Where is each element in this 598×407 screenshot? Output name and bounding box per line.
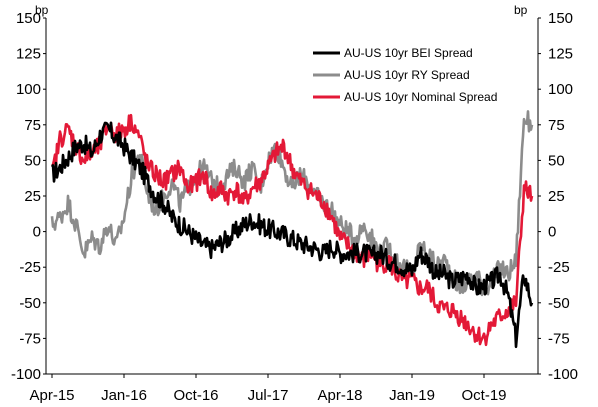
series-line-nominal	[51, 113, 534, 347]
x-tick-label: Oct-16	[173, 387, 218, 404]
y-tick-right: 100	[548, 81, 573, 98]
y-tick-left: 0	[33, 224, 41, 241]
y-tick-right: -50	[548, 295, 570, 312]
axes	[43, 17, 541, 378]
y-tick-left: 50	[24, 152, 41, 169]
y-tick-right: -100	[548, 366, 578, 383]
x-tick-label: Jul-17	[248, 387, 289, 404]
legend: AU-US 10yr BEI Spread AU-US 10yr RY Sprea…	[313, 46, 497, 104]
left-unit-label: bp	[35, 3, 49, 17]
y-tick-right: 50	[548, 152, 565, 169]
y-tick-right: -75	[548, 330, 570, 347]
y-tick-right: 0	[548, 224, 556, 241]
y-tick-left: -25	[19, 259, 41, 276]
legend-label: AU-US 10yr BEI Spread	[344, 46, 473, 60]
x-tick-label: Oct-19	[461, 387, 506, 404]
y-tick-left: 150	[16, 10, 41, 27]
y-tick-left: 125	[16, 46, 41, 63]
y-tick-left: 25	[24, 188, 41, 205]
y-tick-right: 75	[548, 117, 565, 134]
series-line-bei	[50, 121, 534, 349]
x-tick-label: Jan-16	[101, 387, 147, 404]
right-unit-label: bp	[514, 3, 528, 17]
y-tick-left: 100	[16, 81, 41, 98]
legend-label: AU-US 10yr Nominal Spread	[344, 90, 497, 104]
x-tick-label: Jan-19	[389, 387, 435, 404]
series-lines	[50, 110, 534, 349]
tick-labels: 150 125 100 75 50 25 0 -25 -50 -75 -100 150 125 100 75…	[11, 10, 578, 404]
y-tick-right: 25	[548, 188, 565, 205]
legend-label: AU-US 10yr RY Spread	[344, 68, 470, 82]
y-tick-left: -75	[19, 330, 41, 347]
y-tick-right: -25	[548, 259, 570, 276]
y-tick-right: 125	[548, 46, 573, 63]
y-tick-right: 150	[548, 10, 573, 27]
y-tick-left: -100	[11, 366, 41, 383]
x-tick-label: Apr-18	[317, 387, 362, 404]
y-tick-left: 75	[24, 117, 41, 134]
x-tick-label: Apr-15	[29, 387, 74, 404]
y-tick-left: -50	[19, 295, 41, 312]
